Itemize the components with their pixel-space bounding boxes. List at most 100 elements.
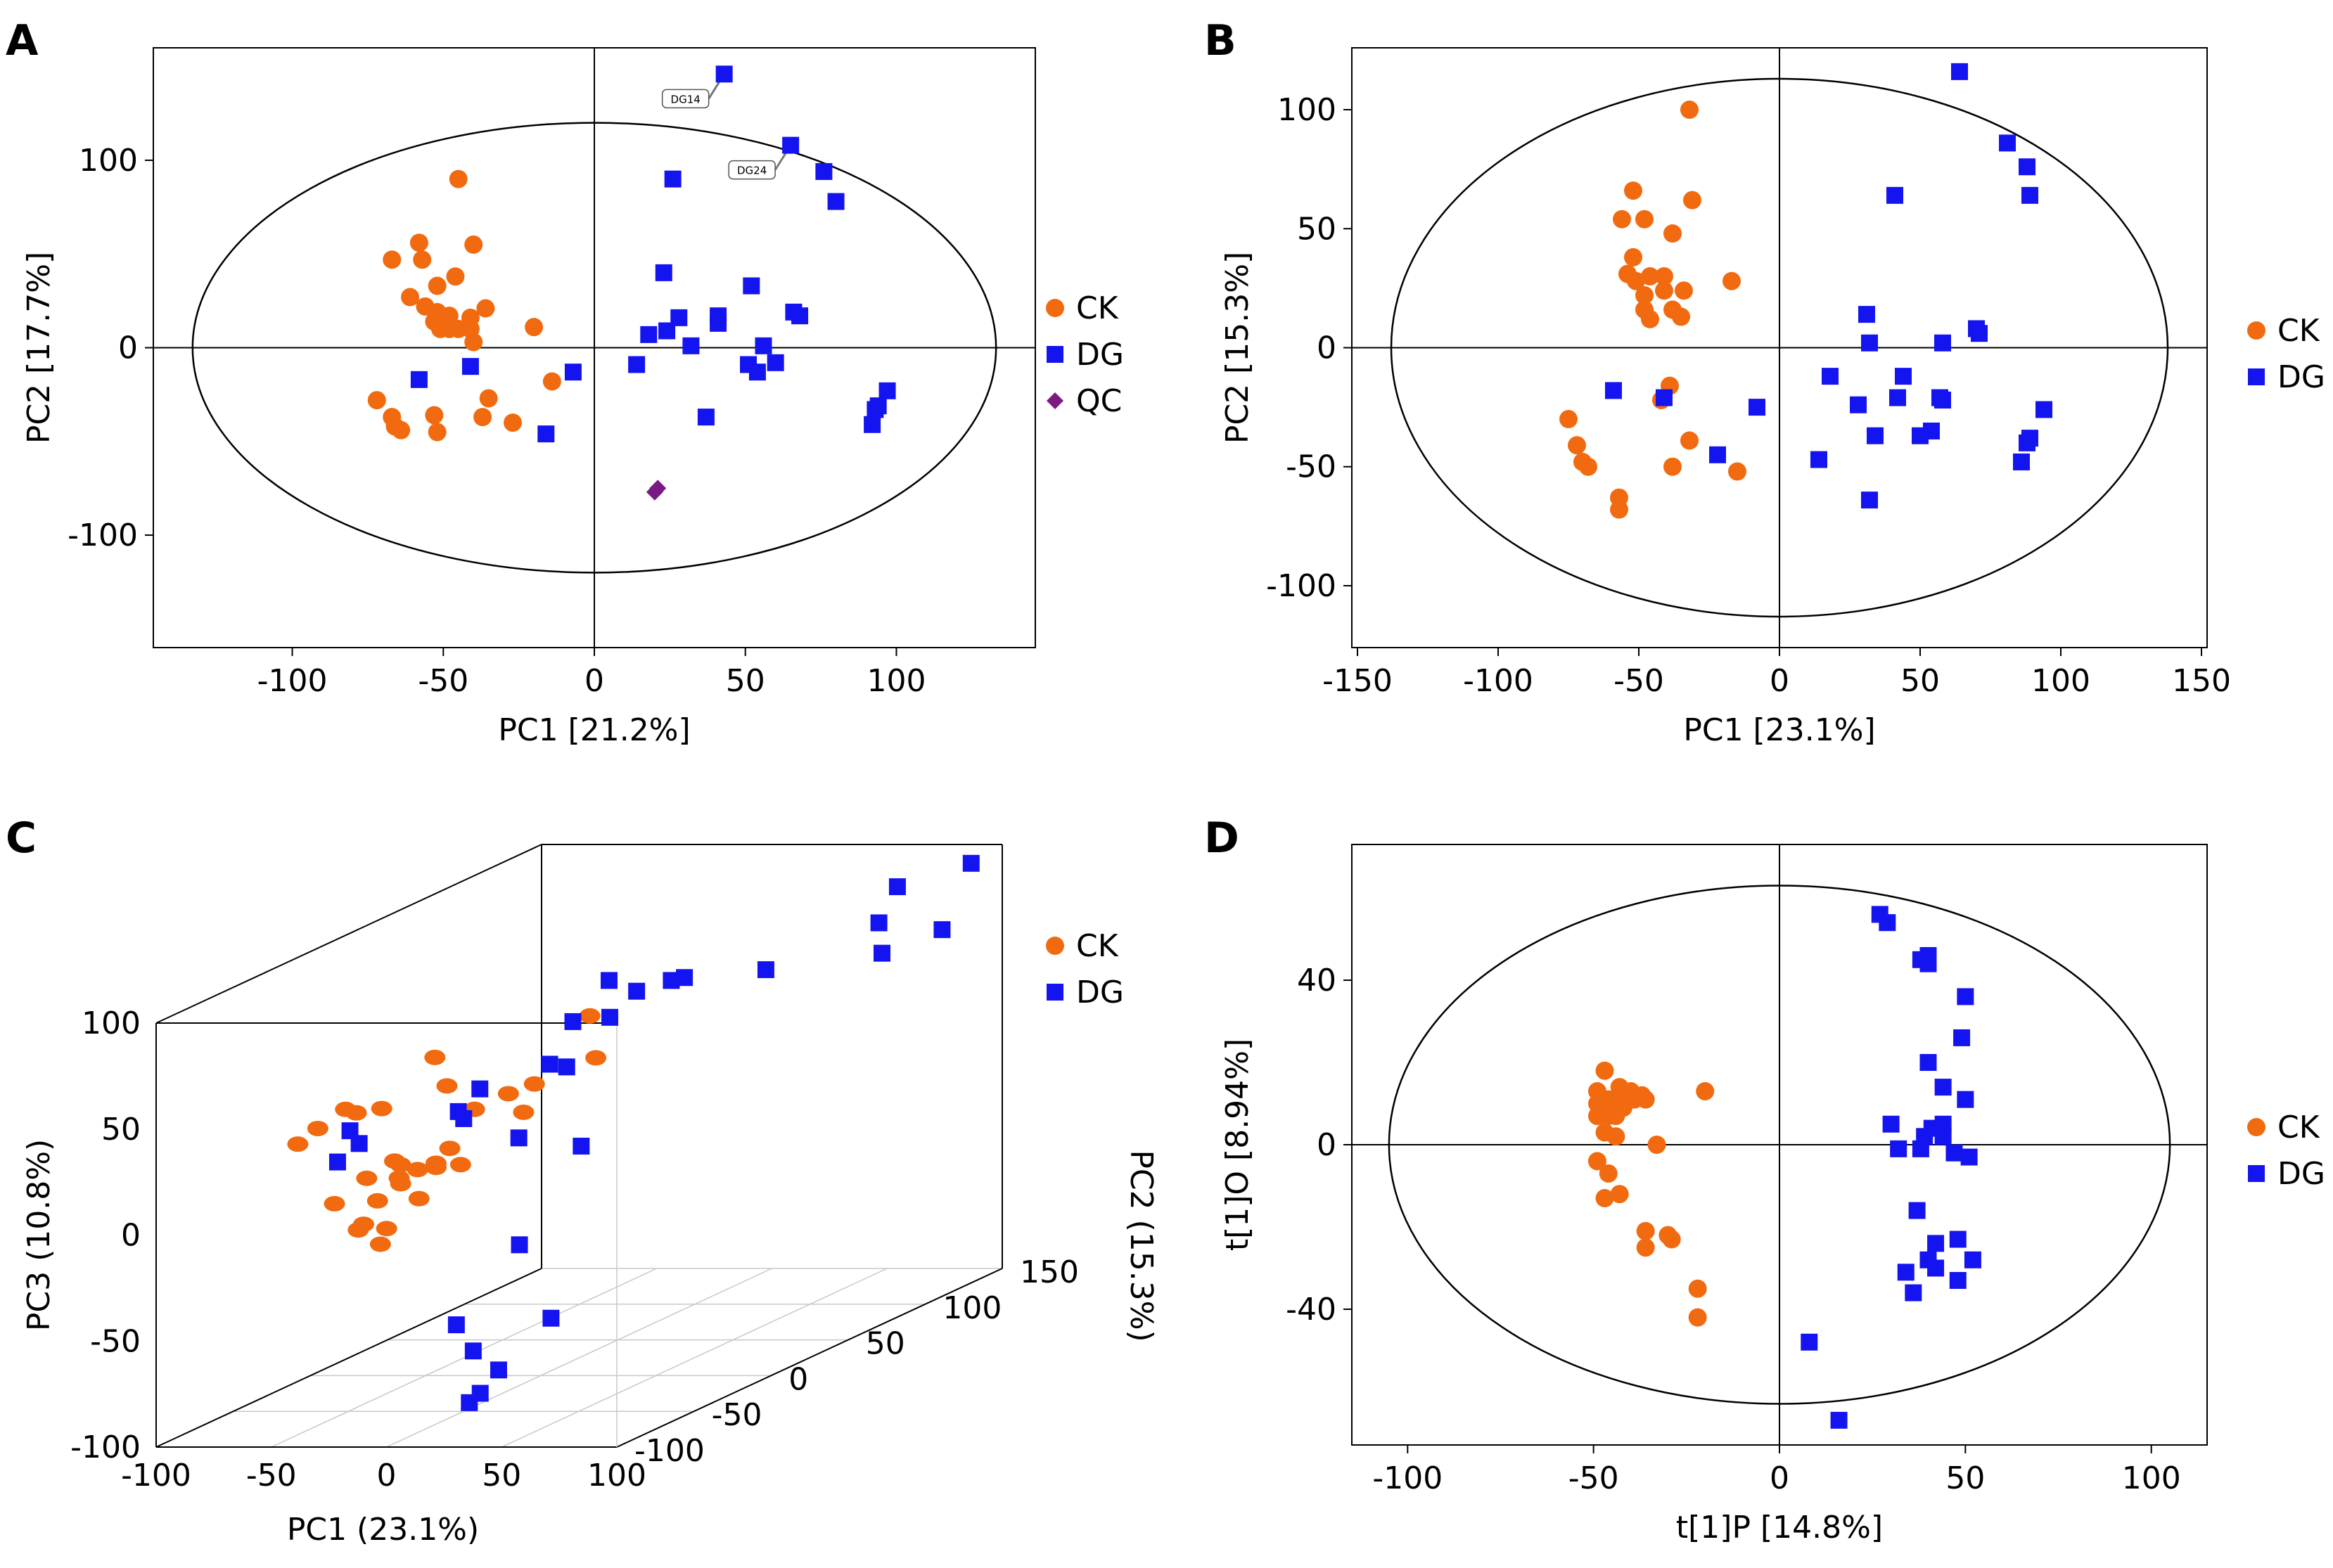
y-tick-label: 0 — [788, 1361, 808, 1397]
point-qc — [646, 483, 663, 501]
score-plot-b: -150 -100 -50 0 50 100 150 -100 -50 0 50 100 PC1 [23… — [1220, 47, 2325, 748]
point-ck — [1655, 281, 1673, 300]
point-dg — [471, 1080, 489, 1098]
annotation-label: DG24 — [737, 165, 767, 177]
axis-edge — [616, 1268, 1003, 1448]
point-dg — [350, 1135, 368, 1152]
point-ck — [579, 1008, 601, 1024]
point-ck — [383, 250, 402, 269]
z-tick-label: -50 — [90, 1323, 141, 1359]
point-ck — [407, 1162, 428, 1178]
y-axis-label: PC2 [17.7%] — [21, 252, 57, 444]
point-ck — [1675, 281, 1693, 300]
point-dg — [1951, 63, 1968, 80]
point-dg — [743, 277, 760, 295]
point-dg — [1945, 1144, 1963, 1162]
point-dg — [1879, 914, 1896, 932]
point-dg — [1923, 422, 1940, 439]
y-tick-label: -50 — [712, 1397, 762, 1433]
score-plot-d: -100 -50 0 50 100 -40 0 40 t[1]P [14.8%] t[1]O [8… — [1220, 844, 2325, 1545]
point-dg — [1897, 1264, 1915, 1281]
axis-edge — [155, 844, 542, 1024]
x-tick-label: -100 — [1372, 1460, 1443, 1496]
floor-grid-line — [386, 1268, 772, 1448]
point-ck — [1635, 286, 1654, 305]
point-dg — [1999, 134, 2016, 152]
floor-grid-line — [271, 1268, 658, 1448]
annotation-label: DG14 — [671, 93, 701, 105]
z-axis-label: PC3 (10.8%) — [21, 1139, 57, 1331]
point-dg — [1953, 1029, 1971, 1046]
legend-marker-dg — [2248, 1165, 2265, 1182]
legend-label-dg: DG — [2277, 1156, 2325, 1192]
point-ck — [504, 413, 523, 432]
point-dg — [1605, 382, 1622, 399]
point-dg — [1867, 427, 1884, 444]
point-dg — [1830, 1411, 1848, 1429]
point-ck — [440, 307, 459, 326]
point-ck — [1663, 457, 1682, 476]
point-ck — [1603, 1098, 1622, 1117]
point-ck — [449, 169, 468, 188]
point-dg — [1957, 988, 1974, 1005]
y-tick-label: 100 — [79, 143, 138, 179]
point-ck — [409, 233, 428, 252]
point-dg — [1882, 1115, 1900, 1133]
point-ck — [1606, 1127, 1625, 1146]
point-dg — [455, 1110, 473, 1127]
panel-letter-d: D — [1204, 814, 1239, 863]
y-tick-label: 0 — [1317, 1127, 1336, 1163]
point-ck — [324, 1195, 345, 1212]
x-axis-label: PC1 [23.1%] — [1683, 712, 1875, 748]
x-axis-label: PC1 [21.2%] — [498, 712, 690, 748]
legend-label-qc: QC — [1076, 383, 1122, 419]
point-dg — [1949, 1230, 1967, 1248]
point-ck — [1696, 1081, 1715, 1100]
point-ck — [1641, 309, 1659, 328]
legend-label-dg: DG — [1076, 975, 1124, 1010]
legend-label-dg: DG — [2277, 359, 2325, 395]
point-dg — [628, 982, 646, 1000]
point-ck — [1688, 1308, 1707, 1327]
x-tick-label: 0 — [1770, 663, 1789, 699]
point-ck — [401, 288, 420, 307]
point-ck — [1579, 457, 1597, 476]
point-ck — [476, 299, 495, 318]
legend-marker-dg — [1047, 984, 1063, 1001]
point-dg — [1822, 368, 1839, 385]
point-ck — [428, 276, 447, 295]
y-axis-label: PC2 [15.3%] — [1220, 252, 1255, 444]
y-tick-label: -40 — [1286, 1292, 1336, 1328]
legend-marker-dg — [2248, 368, 2265, 385]
point-dg — [682, 337, 700, 354]
point-dg — [933, 921, 951, 939]
point-dg — [1927, 1259, 1945, 1277]
point-dg — [461, 1394, 478, 1411]
point-dg — [600, 972, 618, 989]
x-tick-label: 0 — [584, 663, 604, 699]
point-dg — [461, 358, 479, 375]
point-ck — [307, 1120, 328, 1136]
point-ck — [1599, 1164, 1618, 1183]
x-tick-label: 100 — [2031, 663, 2090, 699]
point-dg — [2019, 434, 2035, 451]
point-dg — [664, 170, 682, 188]
point-ck — [1641, 266, 1659, 285]
point-dg — [1889, 389, 1906, 406]
legend-marker-dg — [1047, 346, 1063, 363]
point-ck — [367, 391, 386, 410]
y-tick-label: -100 — [634, 1433, 705, 1469]
point-dg — [542, 1309, 560, 1327]
point-dg — [1971, 325, 1988, 342]
point-dg — [864, 416, 881, 433]
point-ck — [439, 1140, 461, 1157]
point-ck — [1636, 1238, 1655, 1257]
point-dg — [464, 1342, 482, 1360]
point-ck — [1688, 1279, 1707, 1298]
legend-marker-ck — [2247, 321, 2265, 340]
legend-label-ck: CK — [2277, 313, 2320, 349]
point-ck — [1610, 500, 1628, 519]
point-ck — [1635, 210, 1654, 229]
point-dg — [873, 944, 890, 962]
point-dg — [1858, 306, 1875, 323]
